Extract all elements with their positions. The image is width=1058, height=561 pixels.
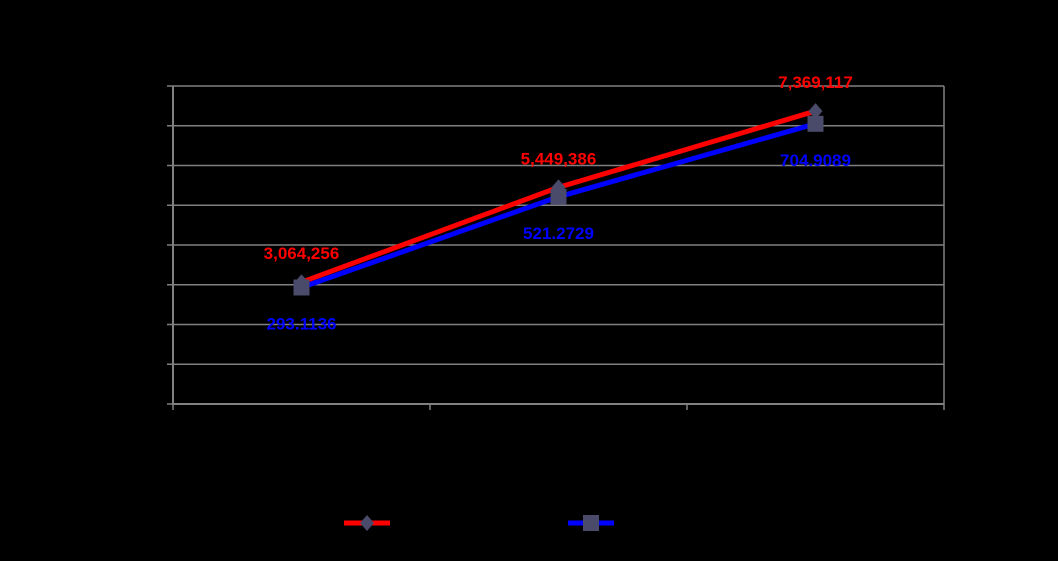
legend-diamond-marker xyxy=(360,515,374,531)
data-label: 293.1136 xyxy=(267,314,337,333)
legend xyxy=(344,515,614,531)
series-markers xyxy=(293,103,824,296)
data-label: 704.9089 xyxy=(780,151,851,170)
data-label: 7,369,117 xyxy=(778,73,853,92)
diamond-marker xyxy=(808,103,823,120)
axes xyxy=(167,85,945,410)
data-label: 3,064,256 xyxy=(264,244,340,263)
square-marker xyxy=(807,115,824,132)
data-label: 521.2729 xyxy=(523,224,594,243)
square-marker xyxy=(550,188,567,205)
legend-square-marker xyxy=(583,515,599,531)
data-labels: 3,064,256 5,449,386 7,369,117 293.1136 521.2… xyxy=(264,73,853,333)
square-marker xyxy=(293,279,310,296)
data-label: 5,449,386 xyxy=(521,149,597,168)
